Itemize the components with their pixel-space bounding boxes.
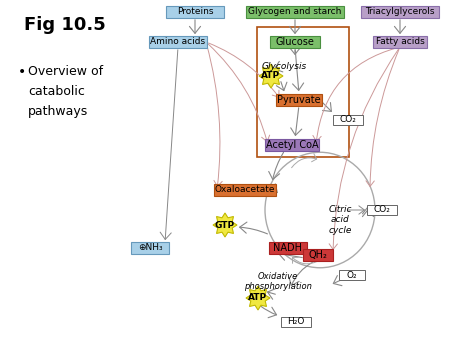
Text: Acetyl CoA: Acetyl CoA [266,140,318,150]
FancyBboxPatch shape [214,184,276,196]
Text: Pyruvate: Pyruvate [277,95,321,105]
FancyBboxPatch shape [281,317,311,327]
Text: Oxaloacetate: Oxaloacetate [215,186,275,194]
FancyBboxPatch shape [339,270,365,280]
Text: Glycogen and starch: Glycogen and starch [248,7,342,17]
FancyBboxPatch shape [269,242,307,254]
Text: ATP: ATP [248,293,268,303]
Text: Triacylglycerols: Triacylglycerols [365,7,435,17]
FancyBboxPatch shape [276,94,322,106]
FancyBboxPatch shape [361,6,439,18]
FancyBboxPatch shape [246,6,344,18]
Text: ⊕NH₃: ⊕NH₃ [138,243,162,252]
FancyBboxPatch shape [131,242,169,254]
Text: H₂O: H₂O [287,317,305,327]
Text: •: • [18,65,26,79]
FancyBboxPatch shape [333,115,363,125]
Text: Glucose: Glucose [275,37,315,47]
Text: Fatty acids: Fatty acids [376,38,424,47]
FancyBboxPatch shape [373,36,427,48]
Text: Amino acids: Amino acids [150,38,206,47]
Text: Oxidative
phosphorylation: Oxidative phosphorylation [244,272,312,291]
Text: NADH: NADH [274,243,302,253]
FancyBboxPatch shape [166,6,224,18]
Text: CO₂: CO₂ [340,116,356,124]
Polygon shape [259,64,283,88]
FancyBboxPatch shape [265,139,319,151]
FancyBboxPatch shape [303,249,333,261]
FancyBboxPatch shape [367,205,397,215]
Text: GTP: GTP [215,220,235,230]
Text: Proteins: Proteins [177,7,213,17]
Polygon shape [246,286,270,310]
Polygon shape [213,213,237,237]
Text: Overview of
catabolic
pathways: Overview of catabolic pathways [28,65,103,118]
Text: O₂: O₂ [346,270,357,280]
FancyBboxPatch shape [149,36,207,48]
Text: Citric
acid
cycle: Citric acid cycle [328,205,352,235]
Text: Fig 10.5: Fig 10.5 [24,16,106,34]
Text: CO₂: CO₂ [374,206,391,215]
Text: Glycolysis: Glycolysis [261,62,306,71]
Text: QH₂: QH₂ [309,250,328,260]
Text: ATP: ATP [261,72,280,80]
FancyBboxPatch shape [270,36,320,48]
